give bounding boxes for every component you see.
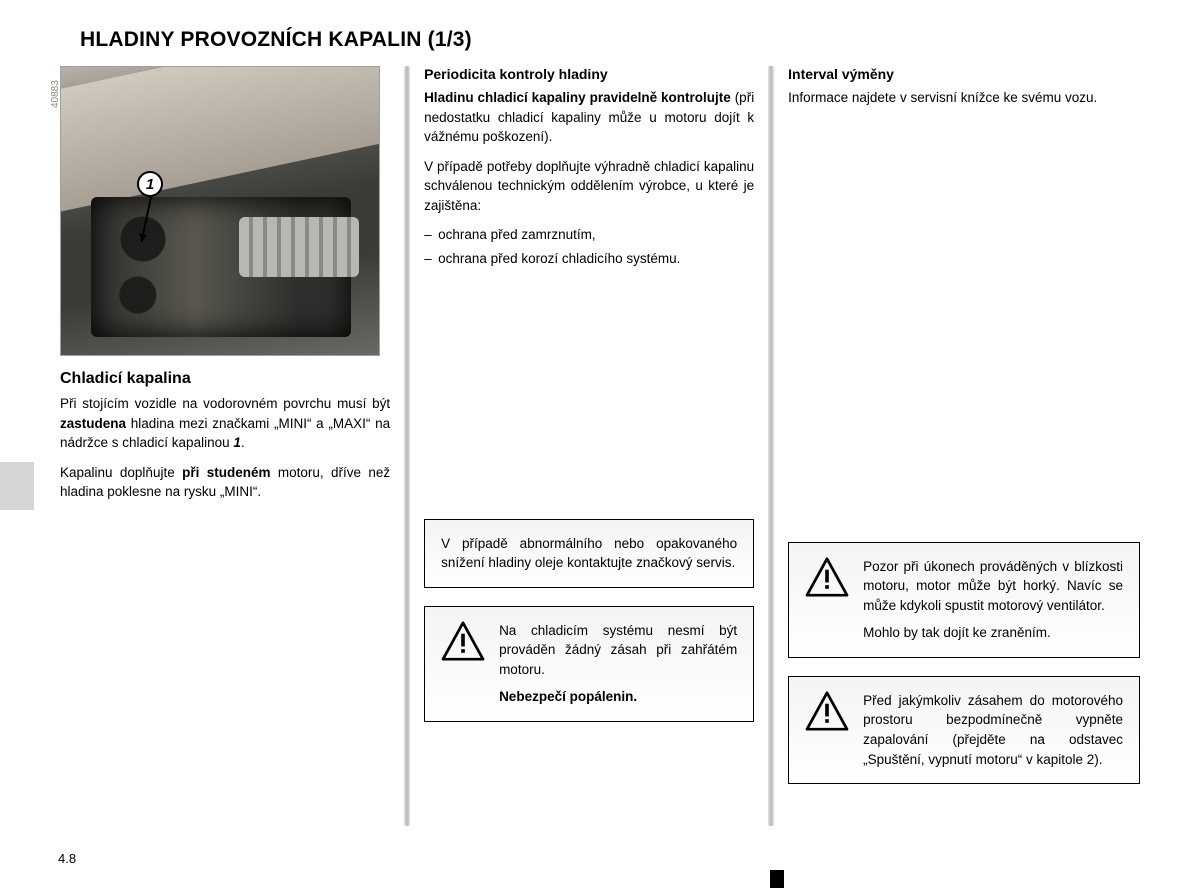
engine-photo: 1 bbox=[60, 66, 380, 356]
warning-text: Na chladicím systému nesmí být prováděn … bbox=[499, 621, 737, 707]
t: V případě abnormálního nebo opakovaného … bbox=[441, 536, 737, 571]
t: Při stojícím vozidle na vodorovném povrc… bbox=[60, 396, 390, 411]
list-item: ochrana před korozí chladicího systému. bbox=[438, 249, 754, 269]
periodicity-p2: V případě potřeby doplňujte výhradně chl… bbox=[424, 157, 754, 216]
t: Pozor při úkonech prováděných v blízkost… bbox=[863, 557, 1123, 616]
warning-icon bbox=[805, 691, 849, 731]
t-bold: Hladinu chladicí kapaliny pravidelně kon… bbox=[424, 90, 731, 105]
t-bold: při studeném bbox=[182, 465, 270, 480]
subhead-periodicity: Periodicita kontroly hladiny bbox=[424, 66, 754, 82]
ref-1: 1 bbox=[233, 435, 241, 450]
t-bold: Nebezpečí popálenin. bbox=[499, 689, 637, 704]
info-box-oil-level: V případě abnormálního nebo opakovaného … bbox=[424, 519, 754, 588]
page-number: 4.8 bbox=[58, 851, 76, 866]
warning-text: Pozor při úkonech prováděných v blízkost… bbox=[863, 557, 1123, 643]
coolant-p2: Kapalinu doplňujte při studeném motoru, … bbox=[60, 463, 390, 502]
t: Na chladicím systému nesmí být prováděn … bbox=[499, 621, 737, 680]
title-text: HLADINY PROVOZNÍCH KAPALIN bbox=[80, 28, 428, 51]
title-fraction: (1/3) bbox=[428, 28, 472, 51]
hood-shape bbox=[60, 66, 380, 218]
warning-icon bbox=[441, 621, 485, 661]
spacer bbox=[788, 118, 1140, 524]
column-1: 40883 1 Chladicí kapalina Při stojícím v… bbox=[60, 66, 404, 826]
warning-box-hot-engine: Na chladicím systému nesmí být prováděn … bbox=[424, 606, 754, 722]
spacer bbox=[424, 279, 754, 501]
intake-shape bbox=[239, 217, 359, 277]
page-title: HLADINY PROVOZNÍCH KAPALIN (1/3) bbox=[80, 28, 1140, 52]
column-2: Periodicita kontroly hladiny Hladinu chl… bbox=[410, 66, 768, 826]
subhead-interval: Interval výměny bbox=[788, 66, 1140, 82]
warning-icon bbox=[805, 557, 849, 597]
t: Mohlo by tak dojít ke zraněním. bbox=[863, 623, 1123, 643]
coolant-requirements: ochrana před zamrznutím, ochrana před ko… bbox=[424, 225, 754, 268]
warning-box-engine-hot-fan: Pozor při úkonech prováděných v blízkost… bbox=[788, 542, 1140, 658]
list-item: ochrana před zamrznutím, bbox=[438, 225, 754, 245]
t: . bbox=[241, 435, 245, 450]
warning-text: Před jakýmkoliv zásahem do motorového pr… bbox=[863, 691, 1123, 769]
subhead-coolant: Chladicí kapalina bbox=[60, 370, 390, 388]
interval-p1: Informace najdete v servisní knížce ke s… bbox=[788, 88, 1140, 108]
crop-mark bbox=[770, 870, 784, 888]
warning-box-ignition-off: Před jakýmkoliv zásahem do motorového pr… bbox=[788, 676, 1140, 784]
coolant-p1: Při stojícím vozidle na vodorovném povrc… bbox=[60, 394, 390, 453]
t: Kapalinu doplňujte bbox=[60, 465, 182, 480]
periodicity-p1: Hladinu chladicí kapaliny pravidelně kon… bbox=[424, 88, 754, 147]
columns: 40883 1 Chladicí kapalina Při stojícím v… bbox=[60, 66, 1140, 826]
column-3: Interval výměny Informace najdete v serv… bbox=[774, 66, 1140, 826]
callout-1: 1 bbox=[137, 171, 163, 197]
t-bold: zastudena bbox=[60, 416, 126, 431]
page: HLADINY PROVOZNÍCH KAPALIN (1/3) 40883 1… bbox=[0, 0, 1200, 888]
